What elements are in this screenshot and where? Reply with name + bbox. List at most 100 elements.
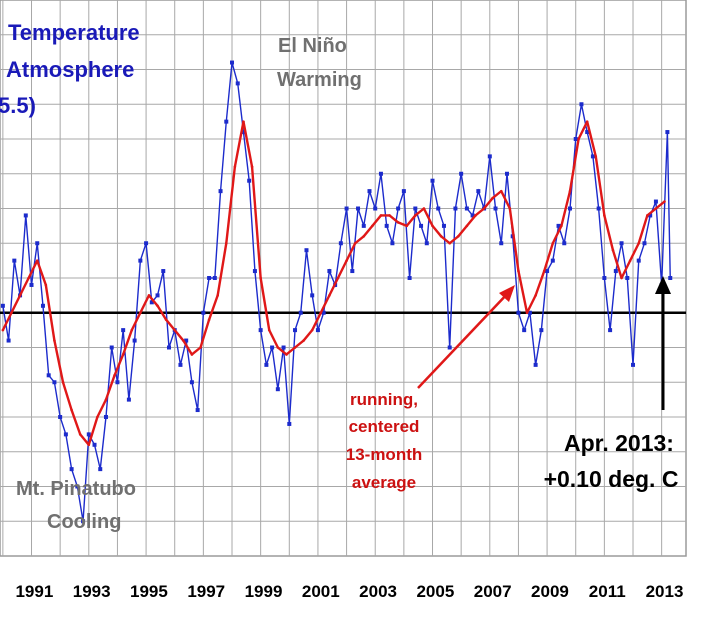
monthly-point [23, 213, 28, 218]
monthly-point [384, 223, 389, 228]
monthly-point [293, 328, 298, 333]
monthly-point [562, 241, 567, 246]
running-average-point [224, 241, 228, 245]
running-average-point [285, 353, 288, 356]
running-avg-line-1: running, [350, 390, 418, 409]
monthly-point [550, 258, 555, 263]
monthly-point [121, 328, 126, 333]
monthly-point [92, 442, 97, 447]
x-tick-label: 2007 [474, 582, 512, 601]
monthly-point [258, 328, 263, 333]
monthly-point [470, 213, 475, 218]
latest-arrow-head [655, 276, 671, 294]
pinatubo-annotation: Mt. Pinatubo Cooling [16, 478, 136, 533]
monthly-point [378, 171, 383, 176]
monthly-point [441, 223, 446, 228]
x-tick-label: 2003 [359, 582, 397, 601]
monthly-point [166, 345, 171, 350]
running-average-point [18, 294, 22, 297]
running-average-point [542, 269, 546, 273]
monthly-point [373, 206, 378, 211]
monthly-point [533, 362, 538, 367]
monthly-point [596, 206, 601, 211]
running-avg-arrow-shaft [417, 291, 510, 389]
monthly-point [195, 408, 200, 413]
monthly-point [608, 328, 613, 333]
monthly-point [527, 310, 532, 315]
running-average-point [276, 346, 280, 349]
monthly-point [539, 328, 544, 333]
x-tick-label: 1999 [245, 582, 283, 601]
running-average-point [27, 276, 30, 280]
monthly-point [493, 206, 498, 211]
x-tick-labels: 1991 1993 1995 1997 1999 2001 2003 2005 2007 2009… [15, 582, 683, 601]
monthly-point [545, 269, 550, 274]
monthly-point [144, 241, 149, 246]
running-average-point [560, 224, 563, 228]
monthly-point [138, 258, 143, 263]
monthly-point [436, 206, 441, 211]
running-average-point [637, 241, 641, 245]
monthly-point [58, 415, 63, 419]
monthly-point [52, 380, 57, 385]
running-average-point [250, 165, 254, 169]
chart-title: Temperature Atmosphere 5.5) [0, 20, 140, 118]
monthly-point [602, 276, 607, 280]
running-average-point [242, 120, 245, 123]
monthly-point [0, 303, 5, 308]
monthly-point [224, 119, 229, 124]
el-nino-annotation: El Niño Warming [277, 35, 362, 91]
running-average-point [525, 311, 529, 315]
x-tick-label: 2005 [416, 582, 454, 601]
monthly-point [344, 206, 349, 211]
monthly-point [356, 206, 361, 211]
monthly-point [407, 276, 412, 280]
monthly-point [361, 223, 366, 228]
monthly-point [275, 387, 280, 392]
x-tick-label: 2001 [302, 582, 340, 601]
monthly-point [459, 171, 464, 176]
monthly-point [573, 137, 578, 141]
monthly-point [235, 81, 240, 86]
monthly-point [648, 213, 653, 218]
running-average-point [173, 328, 177, 332]
monthly-point [453, 206, 458, 211]
x-tick-label: 1993 [73, 582, 111, 601]
monthly-point [396, 206, 401, 211]
running-average-point [414, 214, 417, 217]
running-average-point [190, 353, 194, 356]
running-average-point [508, 207, 512, 210]
title-line-2: Atmosphere [6, 57, 134, 82]
running-average-point [422, 207, 426, 210]
monthly-point [69, 467, 74, 472]
running-average-point [259, 276, 262, 280]
monthly-point [161, 269, 166, 274]
monthly-line [2, 62, 671, 522]
running-average-point [104, 398, 108, 401]
running-average-point [267, 328, 271, 332]
monthly-point [81, 519, 86, 524]
grid-lines [0, 0, 687, 557]
running-average-point [216, 294, 219, 297]
monthly-point [247, 178, 252, 183]
running-average-point [603, 214, 606, 217]
running-average-series [1, 120, 666, 447]
running-average-point [53, 339, 56, 342]
monthly-point [86, 432, 91, 437]
monthly-point [6, 338, 11, 343]
running-average-line [1, 120, 666, 446]
monthly-point [184, 338, 189, 343]
monthly-point [642, 241, 647, 246]
monthly-point [126, 397, 131, 402]
running-average-point [448, 241, 451, 245]
running-average-point [628, 259, 632, 262]
monthly-point [338, 241, 343, 246]
running-average-point [293, 346, 297, 349]
running-average-point [474, 214, 477, 217]
x-tick-label: 1991 [15, 582, 53, 601]
running-average-point [345, 259, 348, 262]
x-tick-label: 1995 [130, 582, 168, 601]
x-tick-label: 1997 [187, 582, 225, 601]
monthly-point [270, 345, 275, 350]
